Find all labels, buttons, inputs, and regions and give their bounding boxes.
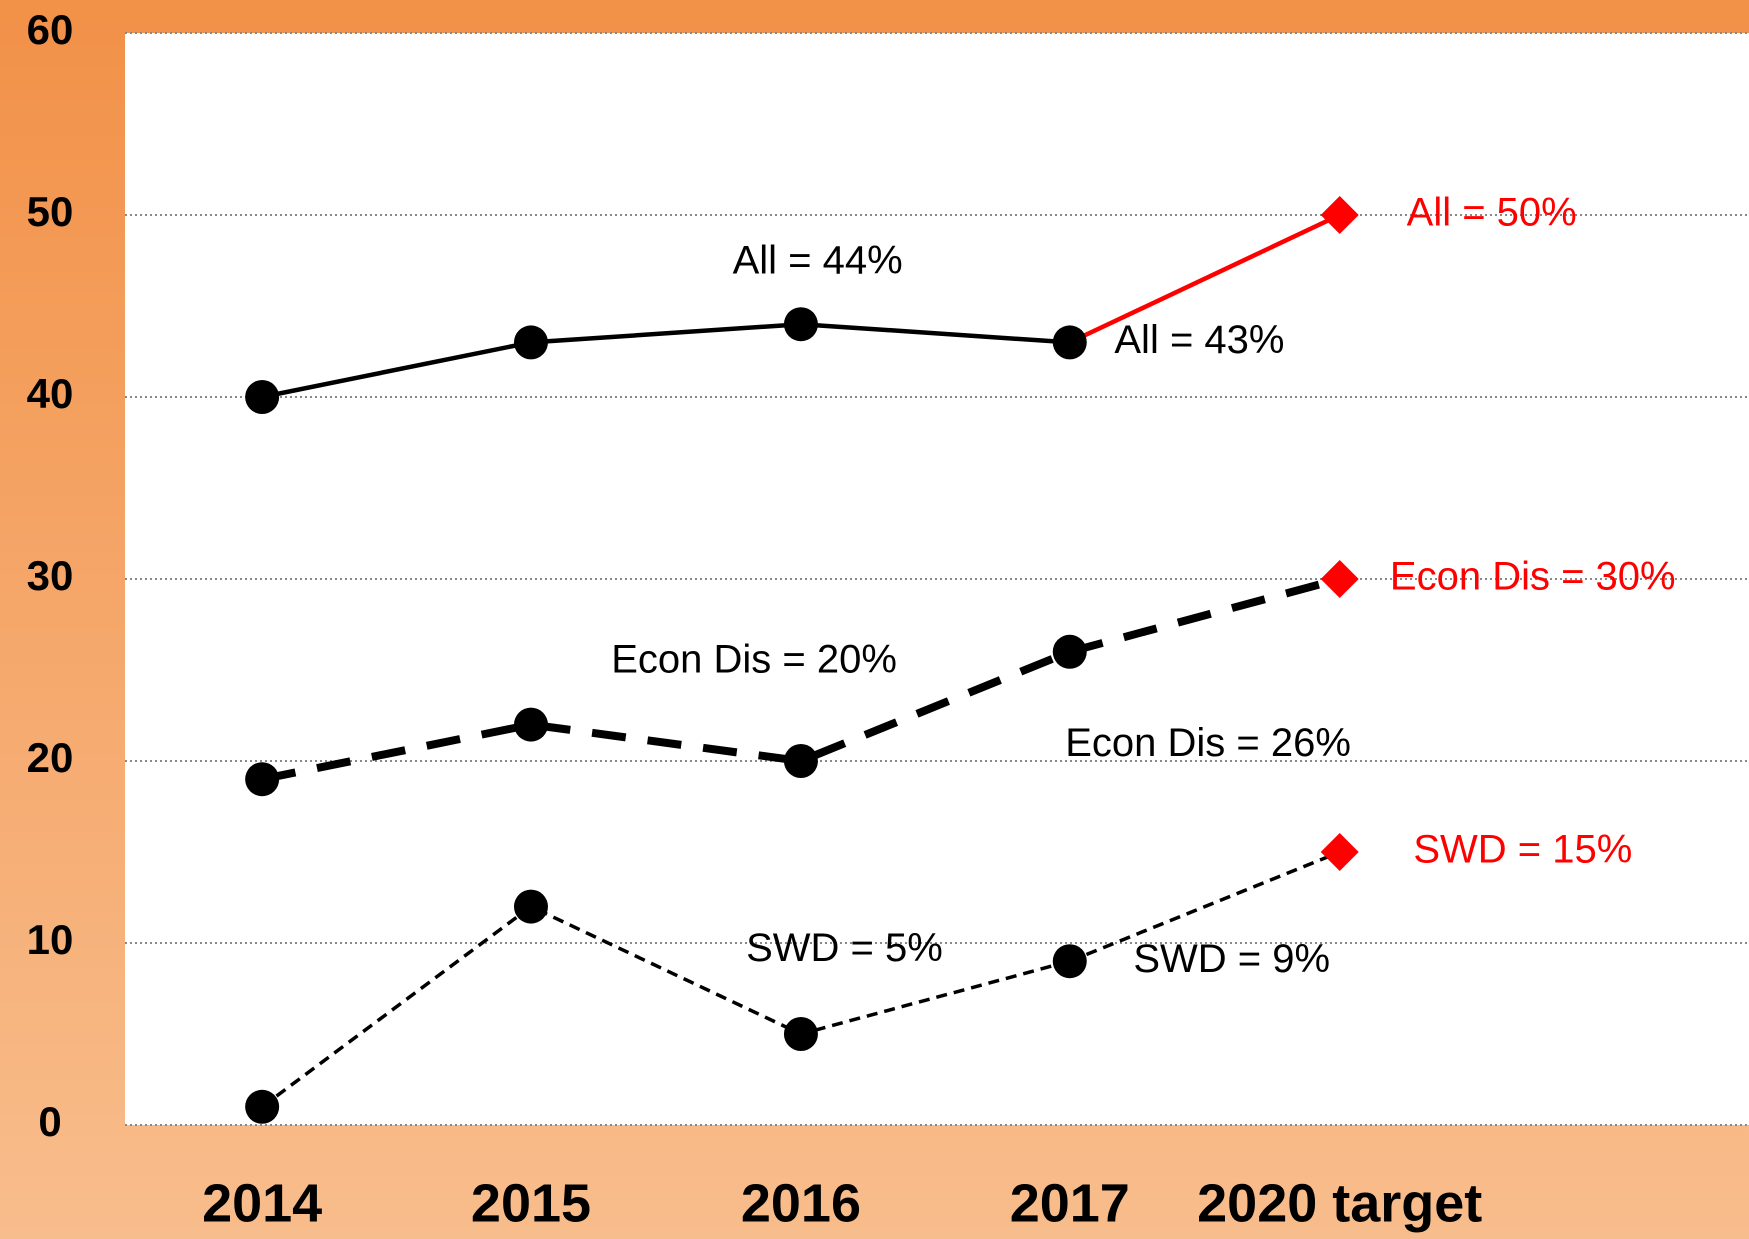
marker [783,744,818,778]
x-tick-label: 2016 [741,1173,861,1233]
marker [1052,634,1087,669]
marker [513,889,548,924]
marker [1052,944,1087,979]
target-line [1068,212,1341,345]
y-tick-label: 40 [27,370,74,417]
target-line [1069,850,1341,963]
target-marker [1320,833,1359,871]
data-label: SWD = 5% [746,926,943,970]
x-tick-label: 2017 [1010,1173,1130,1233]
marker [783,307,818,342]
data-label: Econ Dis = 30% [1390,555,1676,599]
series-line [261,904,1071,1109]
marker [783,1017,818,1051]
marker [1052,325,1087,360]
marker [513,707,548,742]
y-tick-label: 60 [27,6,74,53]
y-tick-label: 20 [27,734,74,781]
plot: 0 10 20 30 40 50 60 2014 2015 2016 2017 2020 target… [27,6,1749,1233]
y-tick-label: 10 [27,916,74,963]
data-label: All = 44% [733,238,903,282]
marker [245,1089,280,1124]
data-label: SWD = 15% [1413,828,1632,872]
data-label: All = 50% [1407,191,1577,235]
data-label: Econ Dis = 20% [611,637,897,681]
target-marker [1320,196,1359,234]
target-line [1068,575,1341,656]
series-line [261,648,1072,784]
data-label: SWD = 9% [1133,937,1330,981]
x-tick-label: 2015 [471,1173,591,1233]
x-tick-label: 2014 [202,1173,322,1233]
y-tick-label: 50 [27,188,74,235]
data-label: All = 43% [1114,318,1284,362]
y-tick-label: 30 [27,552,74,599]
target-marker [1320,560,1359,598]
marker [245,762,280,797]
series-line [261,321,1070,400]
data-label: Econ Dis = 26% [1065,721,1351,765]
y-tick-label: 0 [38,1098,61,1145]
marker [513,325,548,360]
x-tick-label: 2020 target [1197,1173,1482,1233]
marker [245,380,280,414]
